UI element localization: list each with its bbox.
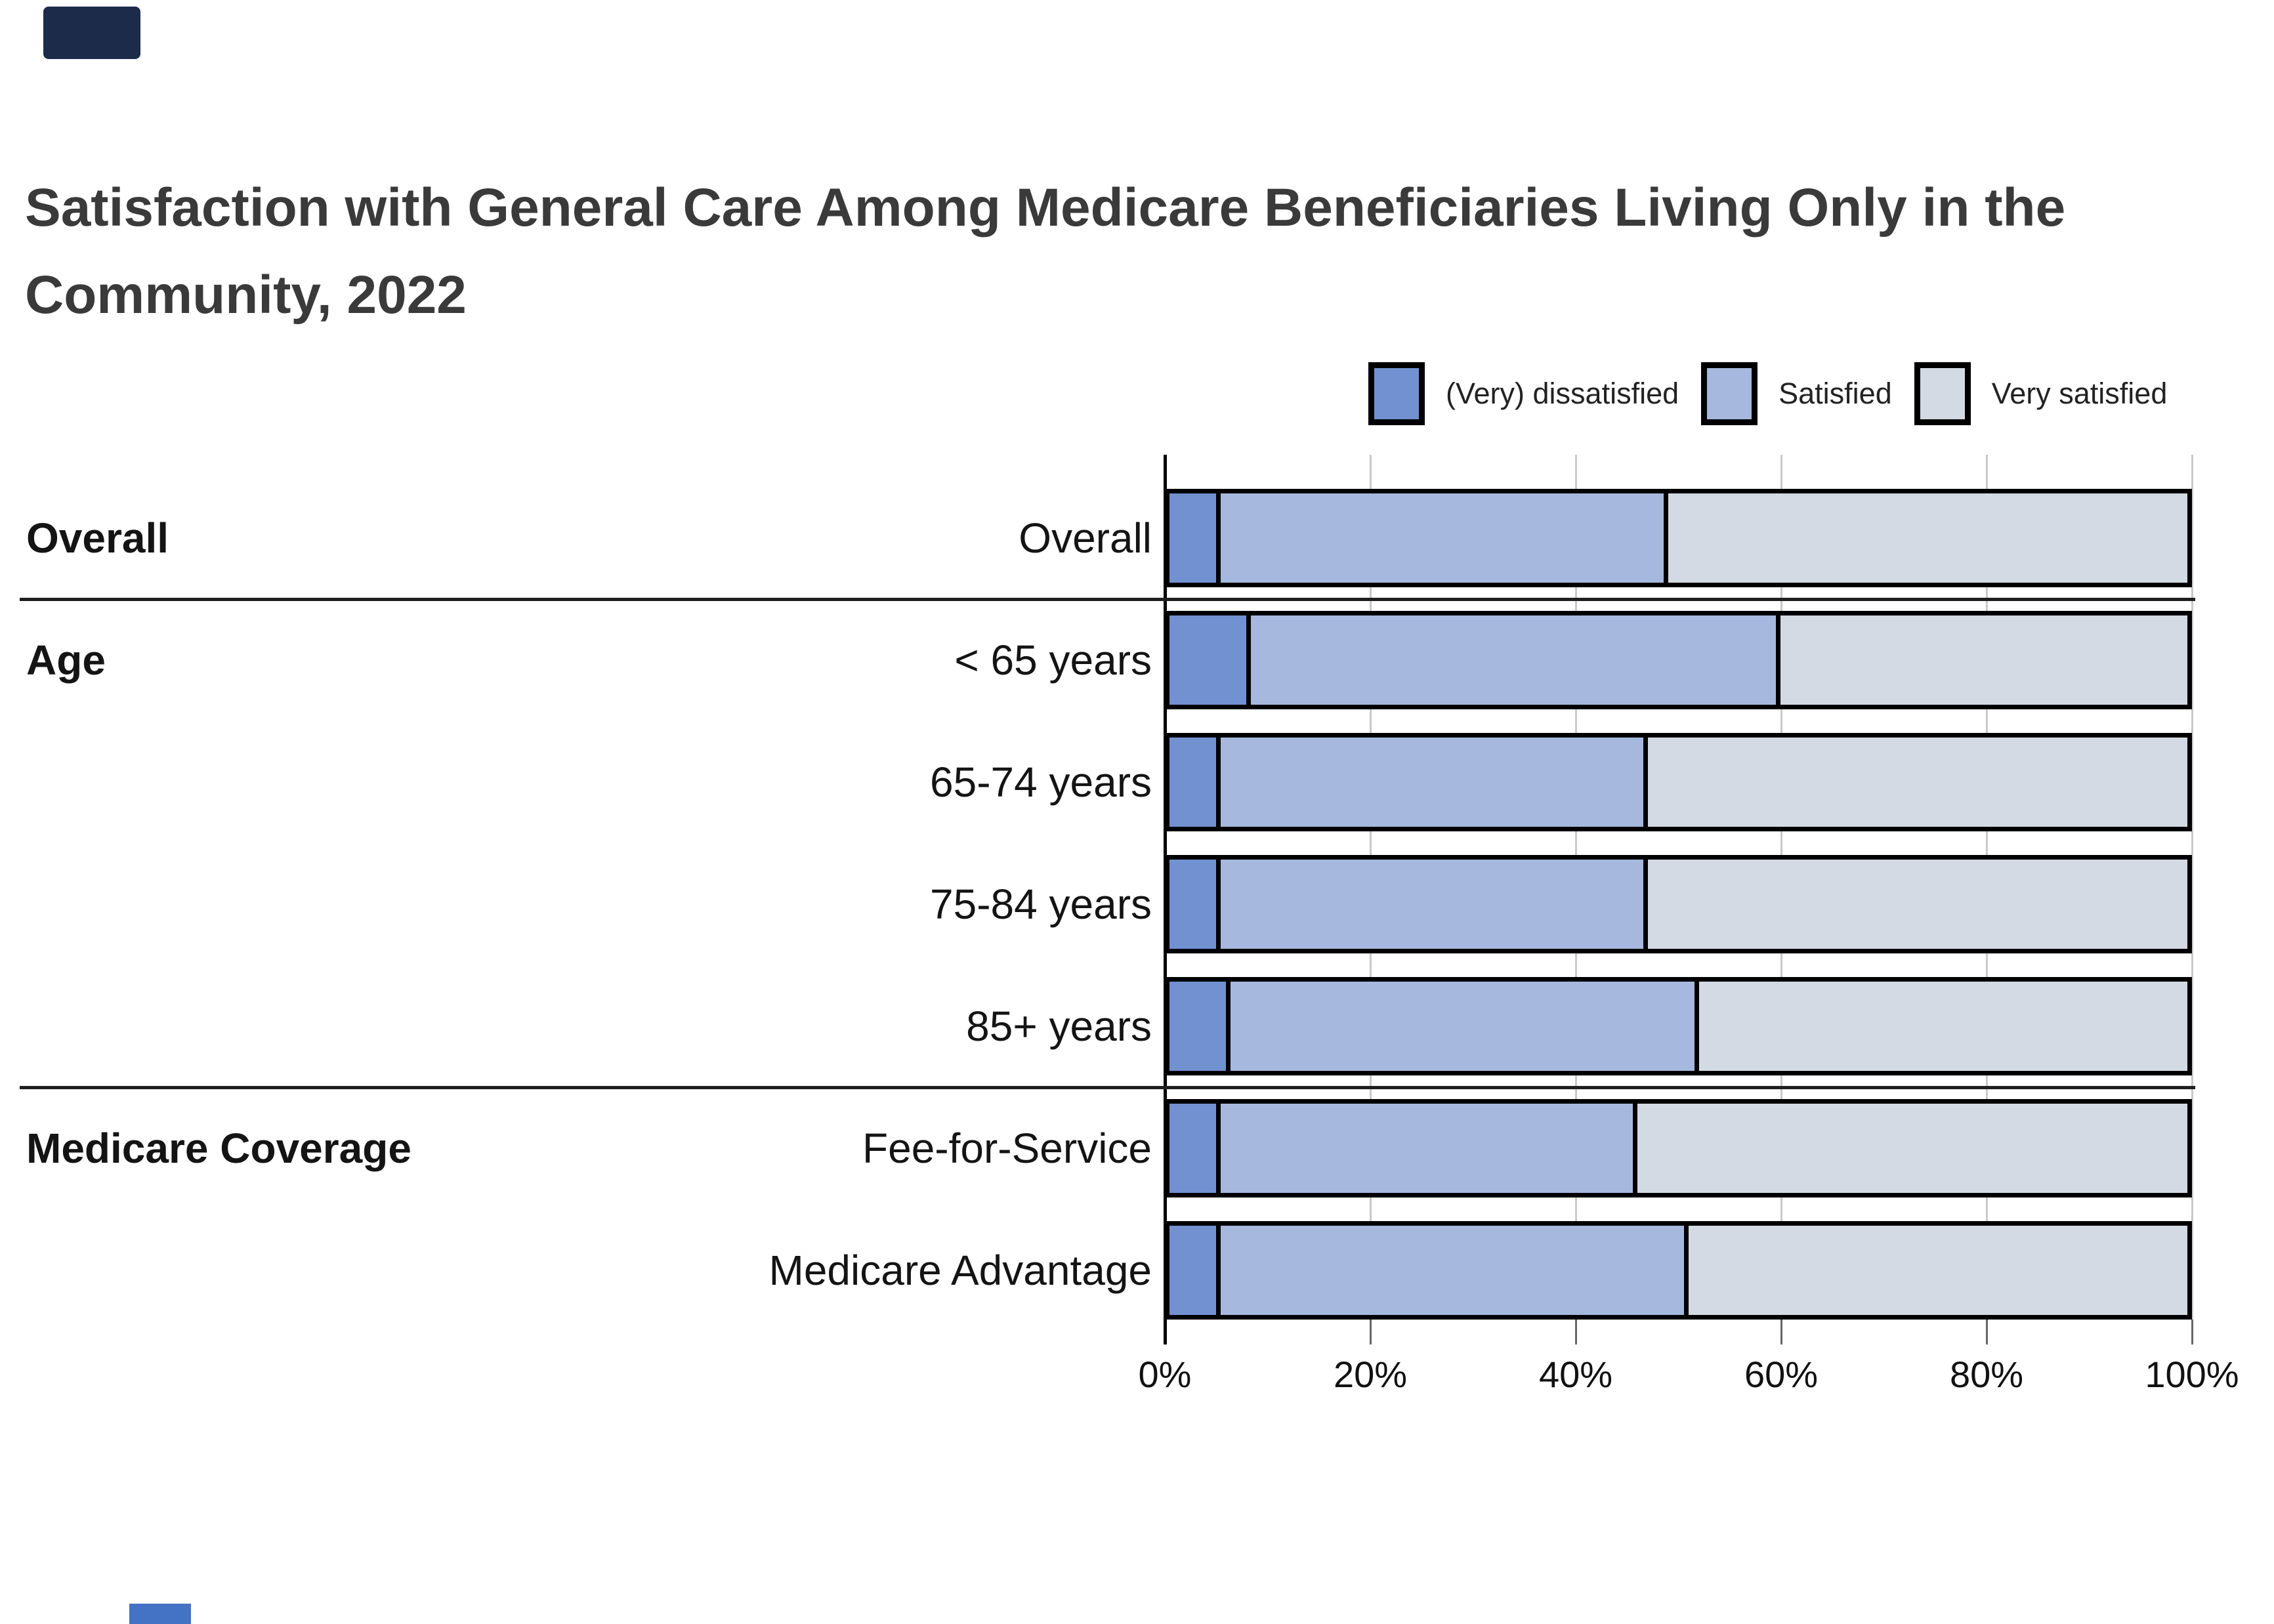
bar-segment-dissatisfied [1169,738,1221,827]
legend-label: Satisfied [1779,377,1892,410]
section-divider [20,598,2195,601]
x-axis-tick [1780,1320,1782,1344]
legend-swatch-dissatisfied [1368,362,1425,425]
x-axis-tick [2191,1320,2193,1344]
group-label: Age [26,636,106,684]
bar-row [1165,1221,2192,1320]
legend-item-very-satisfied: Very satisfied [1914,362,2168,425]
bar-segment-dissatisfied [1169,1226,1221,1315]
row-label: 85+ years [966,1003,1152,1050]
row-label: 75-84 years [930,881,1152,928]
legend-swatch-very-satisfied [1914,362,1971,425]
bar-segment-satisfied [1220,860,1648,949]
row-label: Fee-for-Service [862,1125,1152,1172]
bar-segment-satisfied [1251,615,1780,705]
bar-segment-dissatisfied [1169,615,1252,705]
gridline [2191,455,2193,1320]
x-tick-label: 60% [1744,1354,1819,1395]
section-divider [20,1086,2195,1089]
bottom-left-accent-bar [129,1604,191,1624]
bar-segment-dissatisfied [1169,1104,1221,1193]
x-tick-label: 0% [1138,1354,1192,1395]
chart-title: Satisfaction with General Care Among Med… [25,177,2066,325]
bar-segment-dissatisfied [1169,493,1221,583]
x-tick-label: 80% [1949,1354,2024,1395]
x-axis-tick [1370,1320,1372,1344]
group-label: Medicare Coverage [26,1125,411,1172]
x-axis-tick [1575,1320,1577,1344]
bar-segment-satisfied [1220,493,1668,583]
row-label: Medicare Advantage [769,1247,1152,1294]
bar-segment-very-satisfied [1647,738,2187,827]
x-tick-label: 20% [1333,1354,1408,1395]
bar-segment-very-satisfied [1647,860,2187,949]
group-label: Overall [26,514,169,562]
bar-segment-satisfied [1220,738,1648,827]
bar-row [1165,977,2192,1075]
top-left-accent-bar [43,7,140,59]
x-axis-tick [1986,1320,1988,1344]
bar-segment-satisfied [1220,1226,1689,1315]
legend-label: Very satisfied [1991,377,2168,410]
legend: (Very) dissatisfied Satisfied Very satis… [1368,362,2189,425]
bar-segment-very-satisfied [1689,1226,2187,1315]
bar-segment-very-satisfied [1780,615,2187,705]
legend-item-dissatisfied: (Very) dissatisfied [1368,362,1679,425]
legend-item-satisfied: Satisfied [1701,362,1892,425]
x-tick-label: 40% [1538,1354,1613,1395]
legend-label: (Very) dissatisfied [1446,377,1679,410]
bar-segment-very-satisfied [1637,1104,2187,1193]
bar-segment-very-satisfied [1698,982,2187,1071]
bar-segment-satisfied [1231,982,1699,1071]
bar-row [1165,733,2192,831]
row-label: 65-74 years [930,759,1152,806]
legend-swatch-satisfied [1701,362,1758,425]
row-label: < 65 years [954,636,1152,684]
bar-segment-dissatisfied [1169,860,1221,949]
bar-row [1165,855,2192,953]
bar-segment-satisfied [1220,1104,1638,1193]
x-tick-label: 100% [2145,1354,2239,1395]
bar-segment-very-satisfied [1668,493,2187,583]
bar-segment-dissatisfied [1169,982,1231,1071]
row-label: Overall [1019,514,1152,562]
bar-row [1165,489,2192,587]
bar-row [1165,611,2192,709]
bar-row [1165,1099,2192,1197]
